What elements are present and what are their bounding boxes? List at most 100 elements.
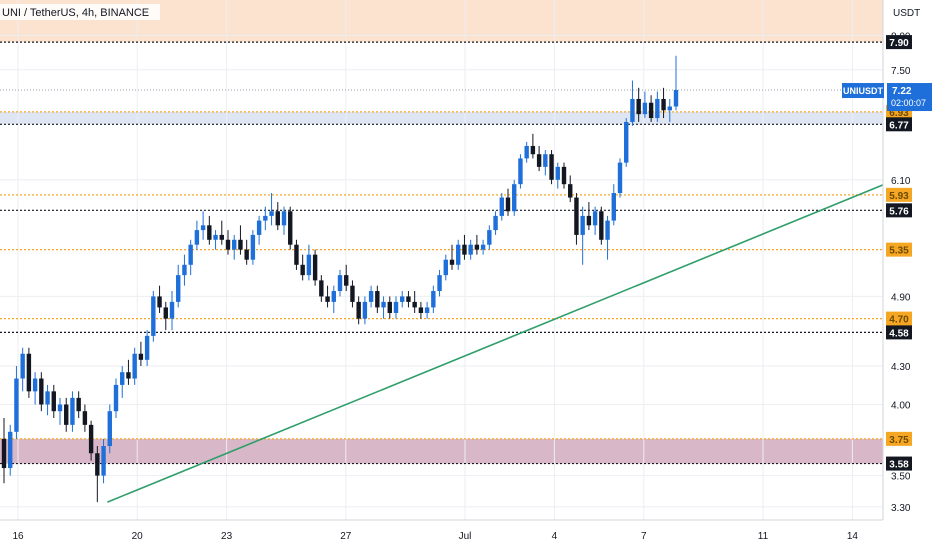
candle: [250, 230, 256, 265]
candle-body: [238, 239, 243, 250]
candle: [232, 234, 237, 260]
time-axis-ticks: 16202327Jul471114182125: [12, 531, 858, 542]
candle: [487, 225, 492, 250]
candle: [555, 162, 560, 189]
level-tag-bg: [886, 325, 912, 340]
candle-body: [592, 211, 598, 226]
candle-body: [518, 158, 523, 185]
price-tag-bg: [887, 83, 932, 112]
zone-2: [0, 438, 883, 464]
candle-body: [269, 211, 274, 216]
candle: [512, 179, 517, 216]
candle-body: [356, 301, 361, 319]
candle: [648, 95, 654, 122]
candle-body: [586, 215, 592, 226]
candle: [144, 330, 150, 366]
candle-body: [70, 397, 75, 425]
candle-body: [480, 244, 486, 250]
candle: [182, 254, 187, 286]
candle: [151, 291, 156, 342]
candle-body: [431, 291, 436, 308]
candle: [331, 285, 336, 313]
candle: [169, 291, 175, 331]
price-tick: 4.00: [891, 400, 911, 411]
candle-body: [437, 275, 442, 292]
level-tag-bg: [886, 242, 912, 257]
candle: [207, 215, 212, 245]
grid-layer: [0, 0, 883, 520]
chart-title: UNI / TetherUS, 4h, BINANCE: [2, 7, 149, 19]
candle: [393, 296, 399, 319]
time-tick: 7: [641, 531, 647, 542]
candle: [636, 87, 641, 122]
candle-body: [45, 391, 50, 405]
candle: [350, 280, 355, 308]
candle-body: [294, 244, 299, 265]
candle: [418, 301, 424, 319]
candle: [132, 347, 137, 385]
candle-body: [300, 264, 305, 276]
candle: [375, 285, 380, 313]
symbol-tag: UNIUSDT: [843, 86, 884, 96]
candle: [244, 239, 249, 265]
candle-body: [418, 307, 424, 313]
candle-body: [26, 353, 32, 392]
candle: [176, 264, 181, 308]
candle: [107, 404, 112, 454]
candle-body: [561, 166, 567, 185]
trendline[interactable]: [107, 124, 932, 503]
time-axis-background[interactable]: [0, 520, 932, 550]
candle-body: [543, 154, 548, 167]
level-tag-label: 3.75: [889, 435, 909, 446]
candle-body: [661, 98, 666, 111]
candle-body: [605, 220, 610, 240]
symbol-tag-bg: [842, 83, 884, 99]
candle: [219, 220, 224, 245]
candle: [574, 193, 579, 245]
candle-body: [207, 225, 212, 240]
candle: [51, 384, 56, 418]
level-tag-label: 5.76: [889, 206, 909, 217]
candle-body: [76, 397, 81, 412]
candle: [549, 150, 554, 185]
candle-body: [412, 301, 417, 308]
candle-body: [487, 230, 492, 245]
candle: [655, 91, 660, 122]
zone-1: [0, 111, 883, 125]
price-tick: 3.30: [891, 503, 911, 514]
price-tick: 4.30: [891, 362, 911, 373]
candle: [381, 296, 386, 319]
candle: [412, 291, 417, 313]
candle-body: [120, 372, 125, 385]
candle: [95, 446, 100, 503]
level-tag-label: 5.35: [889, 246, 909, 257]
level-tag-label: 5.93: [889, 191, 909, 202]
candle: [238, 225, 243, 255]
candle: [624, 118, 629, 167]
candle-body: [281, 211, 287, 226]
candle-body: [474, 244, 480, 250]
candles-layer: [1, 55, 679, 503]
candle: [263, 206, 268, 231]
candle-body: [424, 307, 430, 313]
candle-body: [387, 301, 392, 313]
candle-body: [568, 184, 573, 198]
candle-body: [138, 353, 144, 360]
candle: [70, 391, 75, 432]
level-tag: 6.77: [886, 117, 912, 132]
candle-body: [375, 291, 380, 308]
candle-body: [468, 244, 473, 255]
trendline-layer[interactable]: [107, 124, 932, 503]
candle: [406, 291, 411, 308]
candle-body: [337, 275, 343, 292]
candle: [449, 244, 455, 270]
time-tick: 23: [221, 531, 233, 542]
candle: [225, 230, 231, 255]
candle-body: [493, 215, 498, 231]
time-tick: 27: [340, 531, 352, 542]
candle: [157, 285, 162, 313]
candle-body: [312, 254, 318, 281]
candle-body: [188, 244, 193, 265]
candle-body: [95, 453, 100, 476]
